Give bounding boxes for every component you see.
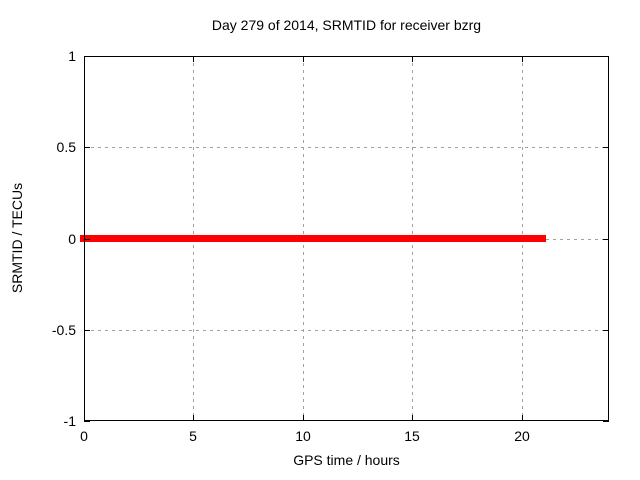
y-tick-label: -0.5 [51,322,76,338]
y-tick-right [603,421,609,422]
chart-title: Day 279 of 2014, SRMTID for receiver bzr… [211,17,482,33]
x-tick-top [522,56,523,62]
x-tick-top [412,56,413,62]
plot-border [84,56,609,421]
x-tick-label: 0 [80,428,88,444]
x-tick-bottom [193,415,194,421]
x-tick-bottom [303,415,304,421]
y-tick-label: 1 [68,48,76,64]
y-tick-left [84,239,90,240]
series-srmtid [80,235,546,242]
y-tick-left [84,330,90,331]
x-tick-top [84,56,85,62]
y-tick-left [84,421,90,422]
x-tick-top [303,56,304,62]
y-tick-right [603,56,609,57]
y-tick-left [84,56,90,57]
y-tick-label: 0 [68,231,76,247]
y-tick-right [603,147,609,148]
x-tick-label: 20 [514,428,530,444]
x-tick-top [193,56,194,62]
x-tick-label: 5 [189,428,197,444]
y-tick-left [84,147,90,148]
y-gridline [84,330,609,331]
x-tick-label: 15 [404,428,420,444]
x-tick-bottom [522,415,523,421]
y-gridline [84,147,609,148]
y-tick-label: 0.5 [56,139,76,155]
x-tick-label: 10 [295,428,311,444]
x-axis-label: GPS time / hours [293,452,400,468]
plot-area [80,56,609,422]
x-tick-bottom [84,415,85,421]
y-tick-label: -1 [63,413,76,429]
x-tick-bottom [412,415,413,421]
y-tick-right [603,330,609,331]
y-tick-right [603,239,609,240]
